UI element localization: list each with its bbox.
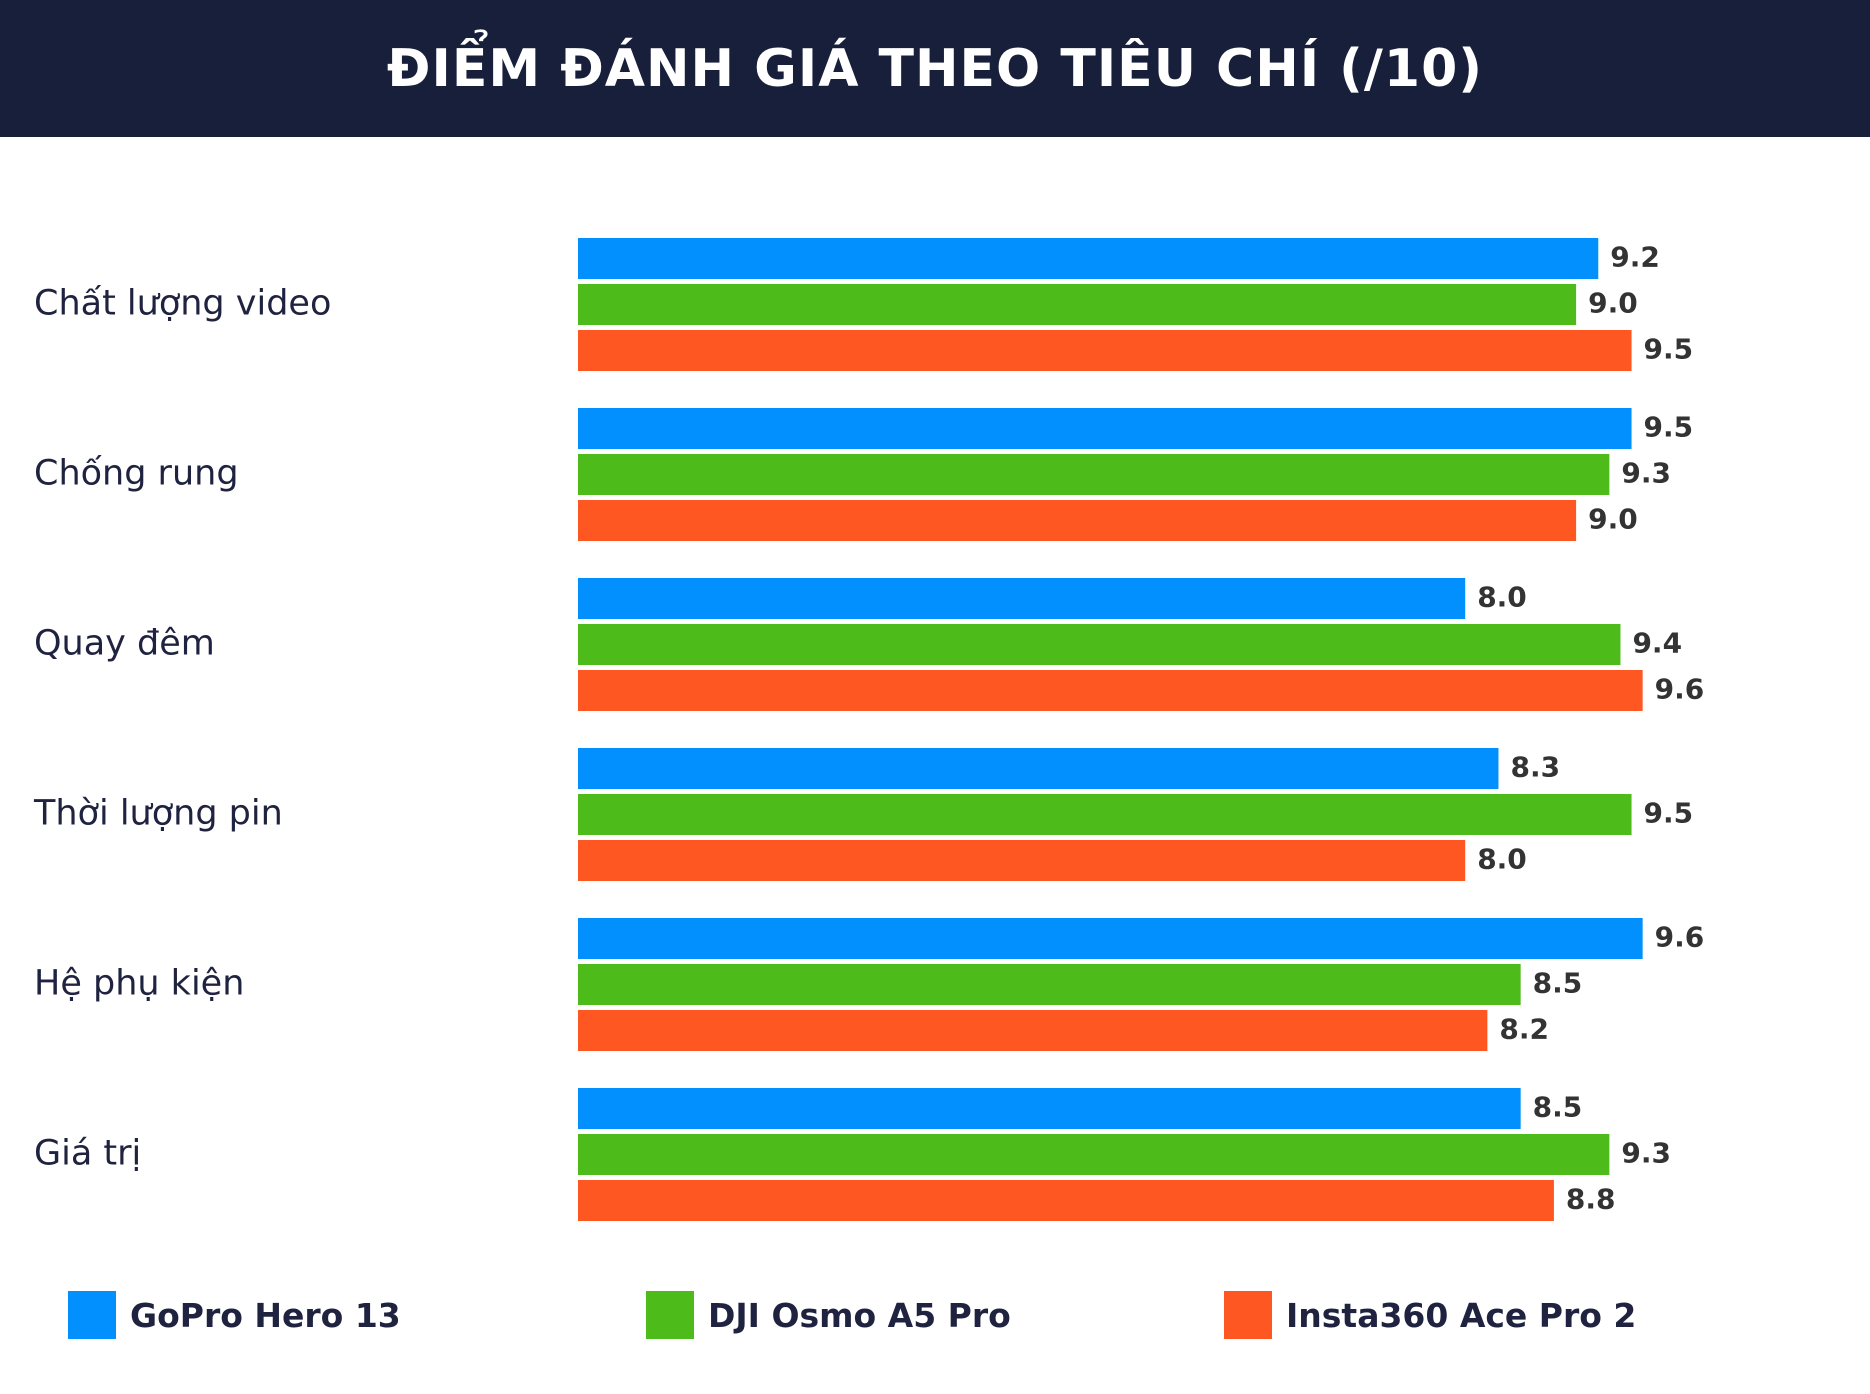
value-label-dji-osmo-a5-pro-gia-tri: 9.3 xyxy=(1621,1137,1671,1170)
value-label-insta360-ace-pro-2-thoi-luong-pin: 8.0 xyxy=(1477,843,1527,876)
value-label-insta360-ace-pro-2-gia-tri: 8.8 xyxy=(1566,1183,1616,1216)
value-label-gopro-hero-13-gia-tri: 8.5 xyxy=(1533,1091,1583,1124)
chart-title: ĐIỂM ĐÁNH GIÁ THEO TIÊU CHÍ (/10) xyxy=(386,38,1484,99)
category-label-chat-luong-video: Chất lượng video xyxy=(34,284,331,324)
bar-gopro-hero-13-quay-dem xyxy=(578,578,1466,619)
value-label-dji-osmo-a5-pro-he-phu-kien: 8.5 xyxy=(1533,967,1583,1000)
value-label-dji-osmo-a5-pro-chat-luong-video: 9.0 xyxy=(1588,287,1638,320)
bar-gopro-hero-13-thoi-luong-pin xyxy=(578,748,1499,789)
bar-insta360-ace-pro-2-chong-rung xyxy=(578,500,1577,541)
legend-item-gopro: GoPro Hero 13 xyxy=(68,1290,401,1340)
bar-dji-osmo-a5-pro-chong-rung xyxy=(578,454,1610,495)
value-label-gopro-hero-13-thoi-luong-pin: 8.3 xyxy=(1510,751,1560,784)
legend-item-dji: DJI Osmo A5 Pro xyxy=(646,1290,1011,1340)
value-label-gopro-hero-13-chong-rung: 9.5 xyxy=(1644,411,1694,444)
legend-label-dji: DJI Osmo A5 Pro xyxy=(708,1295,1011,1335)
value-label-gopro-hero-13-he-phu-kien: 9.6 xyxy=(1655,921,1705,954)
legend-swatch-dji xyxy=(646,1291,694,1339)
legend-item-insta360: Insta360 Ace Pro 2 xyxy=(1224,1290,1636,1340)
bar-dji-osmo-a5-pro-he-phu-kien xyxy=(578,964,1521,1005)
value-label-insta360-ace-pro-2-chong-rung: 9.0 xyxy=(1588,503,1638,536)
value-label-dji-osmo-a5-pro-quay-dem: 9.4 xyxy=(1632,627,1682,660)
bar-insta360-ace-pro-2-chat-luong-video xyxy=(578,330,1632,371)
value-label-dji-osmo-a5-pro-chong-rung: 9.3 xyxy=(1621,457,1671,490)
category-label-chong-rung: Chống rung xyxy=(34,454,239,494)
category-label-he-phu-kien: Hệ phụ kiện xyxy=(34,964,244,1004)
bar-gopro-hero-13-gia-tri xyxy=(578,1088,1521,1129)
bar-gopro-hero-13-he-phu-kien xyxy=(578,918,1643,959)
bar-dji-osmo-a5-pro-gia-tri xyxy=(578,1134,1610,1175)
chart-header: ĐIỂM ĐÁNH GIÁ THEO TIÊU CHÍ (/10) xyxy=(0,0,1870,137)
legend-label-insta360: Insta360 Ace Pro 2 xyxy=(1286,1295,1637,1335)
bar-insta360-ace-pro-2-he-phu-kien xyxy=(578,1010,1488,1051)
value-label-dji-osmo-a5-pro-thoi-luong-pin: 9.5 xyxy=(1644,797,1694,830)
bar-gopro-hero-13-chong-rung xyxy=(578,408,1632,449)
chart-legend: GoPro Hero 13 DJI Osmo A5 Pro Insta360 A… xyxy=(0,1290,1870,1346)
value-label-insta360-ace-pro-2-quay-dem: 9.6 xyxy=(1655,673,1705,706)
category-label-gia-tri: Giá trị xyxy=(34,1134,141,1174)
value-label-insta360-ace-pro-2-chat-luong-video: 9.5 xyxy=(1644,333,1694,366)
bar-dji-osmo-a5-pro-chat-luong-video xyxy=(578,284,1577,325)
value-label-gopro-hero-13-quay-dem: 8.0 xyxy=(1477,581,1527,614)
bar-insta360-ace-pro-2-thoi-luong-pin xyxy=(578,840,1466,881)
category-label-thoi-luong-pin: Thời lượng pin xyxy=(33,794,283,834)
category-label-quay-dem: Quay đêm xyxy=(34,624,215,664)
bar-dji-osmo-a5-pro-quay-dem xyxy=(578,624,1621,665)
value-label-gopro-hero-13-chat-luong-video: 9.2 xyxy=(1610,241,1660,274)
value-label-insta360-ace-pro-2-he-phu-kien: 8.2 xyxy=(1499,1013,1549,1046)
bar-insta360-ace-pro-2-quay-dem xyxy=(578,670,1643,711)
legend-label-gopro: GoPro Hero 13 xyxy=(130,1295,401,1335)
bar-dji-osmo-a5-pro-thoi-luong-pin xyxy=(578,794,1632,835)
bar-insta360-ace-pro-2-gia-tri xyxy=(578,1180,1554,1221)
legend-swatch-gopro xyxy=(68,1291,116,1339)
legend-swatch-insta360 xyxy=(1224,1291,1272,1339)
bar-gopro-hero-13-chat-luong-video xyxy=(578,238,1599,279)
